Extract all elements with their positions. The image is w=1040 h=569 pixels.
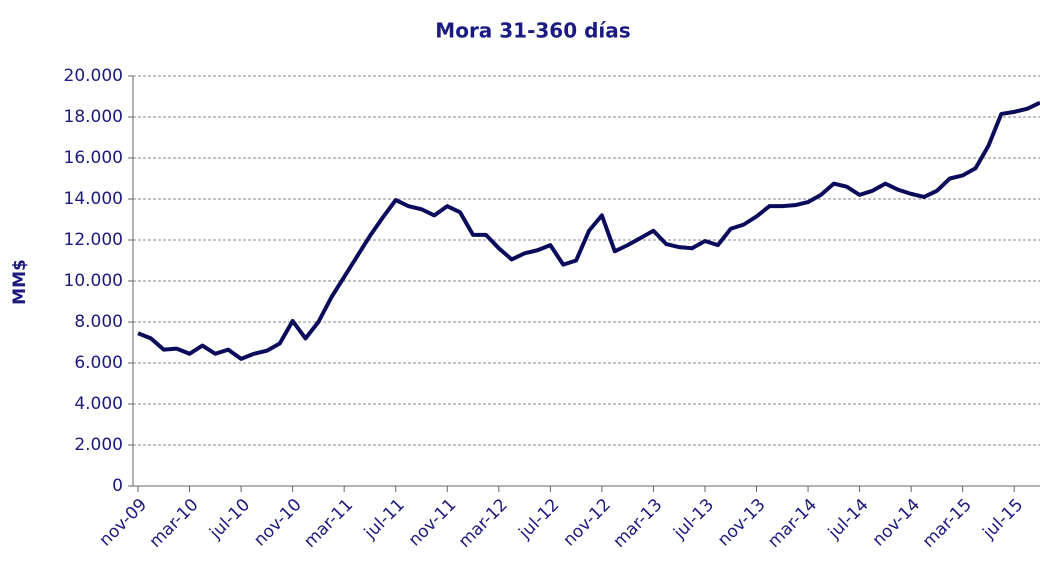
x-tick-label: nov-12 [559, 495, 615, 551]
x-tick-label: jul-15 [979, 495, 1028, 544]
y-tick-label: 10.000 [64, 271, 123, 291]
x-tick-label: jul-10 [205, 495, 254, 544]
x-tick-label: mar-15 [919, 495, 976, 552]
y-axis-label: MM$ [10, 259, 30, 305]
y-tick-label: 6.000 [74, 353, 123, 373]
x-tick-label: jul-14 [824, 495, 873, 544]
x-tick-label: jul-13 [669, 495, 718, 544]
x-tick-label: nov-09 [96, 495, 152, 551]
y-tick-label: 8.000 [74, 312, 123, 332]
x-tick-label: jul-11 [360, 495, 409, 544]
y-tick-label: 2.000 [74, 435, 123, 455]
x-tick-label: nov-11 [405, 495, 461, 551]
x-tick-label: nov-13 [714, 495, 770, 551]
y-tick-label: 0 [112, 476, 123, 496]
y-tick-label: 20.000 [64, 66, 123, 86]
x-tick-label: mar-12 [455, 495, 512, 552]
x-tick-label: mar-14 [764, 495, 821, 552]
y-tick-label: 18.000 [64, 107, 123, 127]
x-tick-label: mar-11 [300, 495, 357, 552]
y-tick-label: 4.000 [74, 394, 123, 414]
x-tick-label: jul-12 [515, 495, 564, 544]
chart-title: Mora 31-360 días [435, 19, 630, 43]
line [137, 100, 1040, 361]
x-tick-label: nov-14 [869, 495, 925, 551]
y-tick-label: 12.000 [64, 230, 123, 250]
y-tick-label: 14.000 [64, 189, 123, 209]
x-tick-label: mar-13 [609, 495, 666, 552]
x-tick-label: mar-10 [146, 495, 203, 552]
x-tick-label: nov-10 [250, 495, 306, 551]
y-tick-label: 16.000 [64, 148, 123, 168]
